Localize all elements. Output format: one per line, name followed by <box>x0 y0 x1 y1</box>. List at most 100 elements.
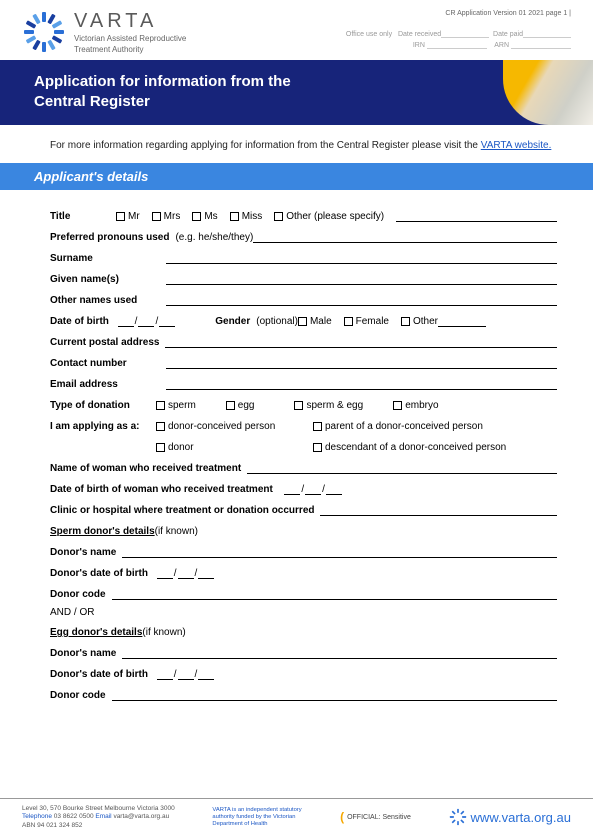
sperm-donor-dob-field[interactable]: // <box>157 568 215 579</box>
egg-donor-dob-field[interactable]: // <box>157 669 215 680</box>
woman-dob-label: Date of birth of woman who received trea… <box>50 484 273 495</box>
apply-donor-checkbox[interactable]: donor <box>156 442 301 453</box>
pronouns-field[interactable] <box>253 232 557 243</box>
apply-dcp-checkbox[interactable]: donor-conceived person <box>156 421 301 432</box>
varta-website-link[interactable]: VARTA website. <box>481 140 552 151</box>
intro-text: For more information regarding applying … <box>0 125 593 163</box>
arn-label: ARN <box>494 42 509 49</box>
clinic-label: Clinic or hospital where treatment or do… <box>50 505 314 516</box>
title-miss-checkbox[interactable]: Miss <box>230 211 263 222</box>
banner-decorative-image <box>503 60 593 125</box>
date-received-field[interactable] <box>441 29 489 38</box>
woman-name-label: Name of woman who received treatment <box>50 463 241 474</box>
egg-donor-header: Egg donor's details <box>50 627 142 638</box>
title-mrs-checkbox[interactable]: Mrs <box>152 211 181 222</box>
title-banner: Application for information from the Cen… <box>0 60 593 125</box>
postal-field[interactable] <box>165 337 557 348</box>
footer-tel-label: Telephone <box>22 813 52 820</box>
bracket-icon: ( <box>340 810 344 824</box>
apply-descendant-checkbox[interactable]: descendant of a donor-conceived person <box>313 442 506 453</box>
clinic-field[interactable] <box>320 505 557 516</box>
page: VARTA Victorian Assisted Reproductive Tr… <box>0 0 593 838</box>
woman-name-field[interactable] <box>247 463 557 474</box>
footer-official: ( OFFICIAL: Sensitive <box>340 810 411 824</box>
if-known-2: (if known) <box>142 627 185 638</box>
contact-field[interactable] <box>166 358 557 369</box>
gender-label: Gender <box>215 316 250 327</box>
donation-both-checkbox[interactable]: sperm & egg <box>294 400 363 411</box>
footer-tel: 03 8622 0500 <box>52 813 95 820</box>
varta-small-logo-icon <box>449 808 467 826</box>
donation-embryo-checkbox[interactable]: embryo <box>393 400 438 411</box>
woman-dob-field[interactable]: // <box>284 484 342 495</box>
sperm-donor-code-label: Donor code <box>50 589 106 600</box>
donation-type-label: Type of donation <box>50 400 150 411</box>
title-other-checkbox[interactable]: Other (please specify) <box>274 211 384 222</box>
egg-donor-code-field[interactable] <box>112 690 557 701</box>
footer-url-text: www.varta.org.au <box>471 810 571 825</box>
egg-donor-name-label: Donor's name <box>50 648 116 659</box>
egg-donor-name-field[interactable] <box>122 648 557 659</box>
sperm-donor-dob-label: Donor's date of birth <box>50 568 148 579</box>
footer-url[interactable]: www.varta.org.au <box>449 808 571 826</box>
sperm-donor-code-field[interactable] <box>112 589 557 600</box>
brand-name: VARTA <box>74 10 186 33</box>
title-ms-checkbox[interactable]: Ms <box>192 211 217 222</box>
irn-field[interactable] <box>427 40 487 49</box>
sperm-donor-name-label: Donor's name <box>50 547 116 558</box>
footer-addr-l1: Level 30, 570 Bourke Street Melbourne Vi… <box>22 805 175 813</box>
title-mr-checkbox[interactable]: Mr <box>116 211 140 222</box>
given-names-label: Given name(s) <box>50 274 160 285</box>
version-line: CR Application Version 01 2021 page 1 | <box>346 10 571 17</box>
egg-donor-dob-label: Donor's date of birth <box>50 669 148 680</box>
apply-parent-checkbox[interactable]: parent of a donor-conceived person <box>313 421 483 432</box>
form-body: Title Mr Mrs Ms Miss Other (please speci… <box>0 190 593 712</box>
egg-donor-code-label: Donor code <box>50 690 106 701</box>
date-paid-field[interactable] <box>523 29 571 38</box>
surname-field[interactable] <box>166 253 557 264</box>
dob-label: Date of birth <box>50 316 109 327</box>
footer-address: Level 30, 570 Bourke Street Melbourne Vi… <box>22 805 175 830</box>
footer-email-label: Email <box>95 813 111 820</box>
title-other-field[interactable] <box>396 211 557 222</box>
section-header: Applicant's details <box>0 163 593 190</box>
footer-email: varta@varta.org.au <box>112 813 170 820</box>
irn-label: IRN <box>413 42 425 49</box>
given-names-field[interactable] <box>166 274 557 285</box>
gender-male-checkbox[interactable]: Male <box>298 316 332 327</box>
contact-label: Contact number <box>50 358 160 369</box>
office-use-label: Office use only <box>346 31 392 38</box>
apply-as-label: I am applying as a: <box>50 421 150 432</box>
sperm-donor-header: Sperm donor's details <box>50 526 155 537</box>
page-footer: Level 30, 570 Bourke Street Melbourne Vi… <box>0 798 593 838</box>
other-names-field[interactable] <box>166 295 557 306</box>
gender-other-checkbox[interactable]: Other <box>401 316 438 327</box>
version-area: CR Application Version 01 2021 page 1 | … <box>346 10 571 51</box>
gender-other-field[interactable] <box>438 316 486 327</box>
if-known-1: (if known) <box>155 526 198 537</box>
brand-tagline-2: Treatment Authority <box>74 45 186 55</box>
other-names-label: Other names used <box>50 295 160 306</box>
banner-title-l1: Application for information from the <box>34 72 291 92</box>
dob-field[interactable]: // <box>118 316 176 327</box>
sperm-donor-name-field[interactable] <box>122 547 557 558</box>
postal-label: Current postal address <box>50 337 159 348</box>
donation-egg-checkbox[interactable]: egg <box>226 400 255 411</box>
official-sensitive-label: OFFICIAL: Sensitive <box>347 814 411 821</box>
banner-title-l2: Central Register <box>34 92 291 112</box>
gender-female-checkbox[interactable]: Female <box>344 316 389 327</box>
page-header: VARTA Victorian Assisted Reproductive Tr… <box>0 0 593 60</box>
title-label: Title <box>50 211 110 222</box>
brand-tagline-1: Victorian Assisted Reproductive <box>74 34 186 44</box>
date-paid-label: Date paid <box>493 31 523 38</box>
date-received-label: Date received <box>398 31 441 38</box>
donation-sperm-checkbox[interactable]: sperm <box>156 400 196 411</box>
varta-logo-icon <box>22 10 66 54</box>
arn-field[interactable] <box>511 40 571 49</box>
email-field[interactable] <box>166 379 557 390</box>
footer-abn: ABN 94 021 324 852 <box>22 822 175 830</box>
and-or-label: AND / OR <box>50 607 557 618</box>
pronouns-label: Preferred pronouns used <box>50 232 169 243</box>
logo-block: VARTA Victorian Assisted Reproductive Tr… <box>22 10 186 54</box>
intro-text-part: For more information regarding applying … <box>50 140 481 151</box>
